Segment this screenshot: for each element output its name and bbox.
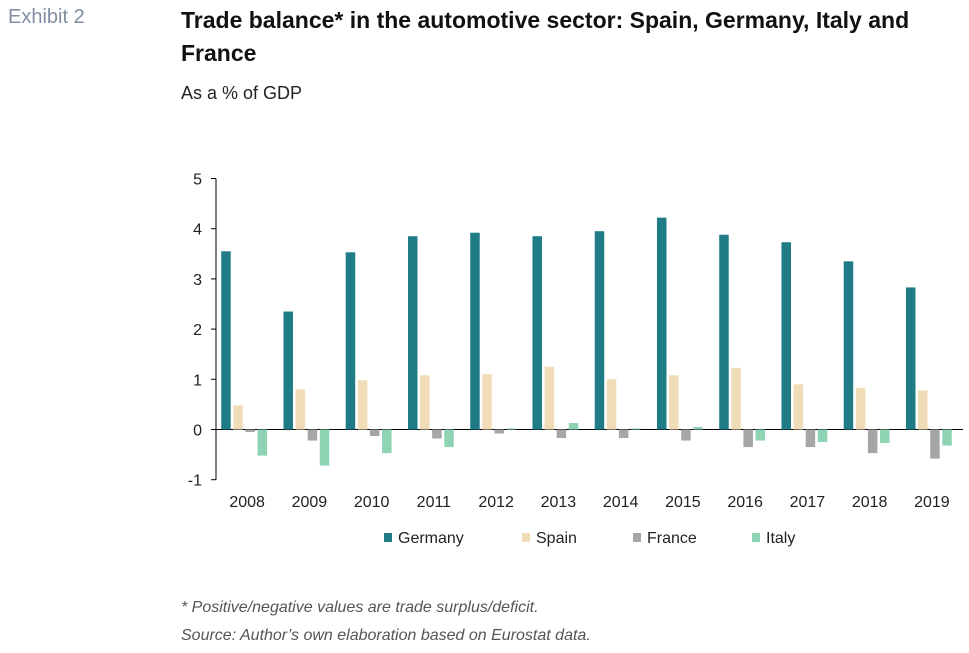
bar-germany-2011: [407, 236, 418, 430]
x-tick-label: 2011: [417, 494, 452, 511]
y-tick-label: 0: [193, 423, 202, 440]
bar-italy-2009: [319, 429, 330, 466]
bar-spain-2014: [606, 379, 617, 430]
chart-subtitle: As a % of GDP: [181, 83, 303, 103]
exhibit-label: Exhibit 2: [8, 6, 85, 28]
bar-italy-2010: [382, 429, 392, 454]
x-tick-label: 2009: [292, 494, 328, 511]
x-tick-label: 2014: [603, 494, 639, 511]
bar-germany-2008: [221, 251, 231, 430]
y-tick-label: 4: [193, 222, 202, 239]
y-tick-label: 5: [193, 172, 202, 189]
bar-france-2015: [681, 429, 691, 441]
bar-italy-2015: [693, 426, 703, 430]
bar-italy-2019: [942, 429, 952, 446]
bar-spain-2013: [544, 366, 555, 430]
bar-italy-2011: [444, 429, 454, 448]
legend-label-france: France: [647, 530, 697, 547]
bar-france-2016: [743, 429, 753, 448]
bar-france-2018: [867, 429, 878, 454]
bar-germany-2016: [719, 234, 729, 430]
bar-germany-2009: [283, 311, 293, 430]
bar-germany-2014: [594, 231, 605, 430]
y-tick-label: 3: [193, 272, 202, 289]
legend-swatch-spain: [522, 533, 530, 542]
bar-spain-2017: [793, 384, 804, 430]
bar-france-2008: [245, 429, 255, 433]
bar-spain-2010: [357, 380, 368, 430]
legend-swatch-france: [633, 533, 641, 542]
bar-germany-2010: [345, 252, 356, 430]
x-tick-label: 2010: [354, 494, 390, 511]
bar-france-2013: [556, 429, 567, 439]
bar-italy-2012: [506, 428, 517, 430]
chart-title: Trade balance* in the automotive sector:…: [181, 7, 910, 66]
x-tick-label: 2018: [852, 494, 888, 511]
bar-spain-2016: [731, 367, 741, 430]
legend-swatch-germany: [384, 533, 392, 542]
bar-italy-2008: [257, 429, 268, 456]
bar-germany-2015: [656, 217, 667, 430]
bar-spain-2008: [233, 405, 243, 430]
bar-spain-2011: [420, 375, 430, 430]
bar-spain-2012: [482, 374, 492, 430]
bar-france-2019: [930, 429, 940, 459]
legend-label-germany: Germany: [398, 530, 464, 547]
bar-germany-2012: [470, 232, 480, 430]
x-tick-label: 2017: [790, 494, 826, 511]
bar-italy-2014: [631, 428, 641, 430]
bar-italy-2016: [755, 429, 766, 441]
footnote-note: * Positive/negative values are trade sur…: [181, 599, 539, 616]
y-tick-label: 2: [193, 322, 202, 339]
x-tick-label: 2012: [478, 494, 514, 511]
x-tick-label: 2013: [541, 494, 577, 511]
bar-spain-2009: [295, 389, 306, 430]
x-tick-label: 2016: [727, 494, 763, 511]
footnote-source: Source: Author’s own elaboration based o…: [181, 627, 591, 644]
bar-germany-2013: [532, 236, 542, 430]
bar-spain-2015: [669, 375, 679, 430]
x-tick-label: 2015: [665, 494, 701, 511]
x-tick-label: 2019: [914, 494, 950, 511]
bar-france-2011: [432, 429, 442, 439]
bar-france-2009: [307, 429, 318, 441]
legend-swatch-italy: [752, 533, 760, 542]
bar-france-2014: [618, 429, 629, 439]
bar-france-2012: [494, 429, 504, 434]
bar-italy-2017: [817, 429, 828, 443]
bar-germany-2019: [905, 287, 916, 430]
x-tick-label: 2008: [229, 494, 265, 511]
bar-germany-2017: [781, 242, 791, 430]
legend-label-italy: Italy: [766, 530, 795, 547]
bar-spain-2018: [855, 387, 866, 430]
legend-label-spain: Spain: [536, 530, 577, 547]
bar-france-2010: [369, 429, 380, 437]
bar-spain-2019: [918, 390, 928, 430]
y-tick-label: 1: [193, 372, 202, 389]
y-tick-label: -1: [188, 473, 202, 490]
bar-germany-2018: [843, 261, 854, 430]
bar-france-2017: [805, 429, 816, 448]
bar-chart: -1 0 1 2 3 4 5 2008 2009 2010 2011 2012 2013 2014 2015…: [188, 172, 963, 547]
bar-italy-2018: [880, 429, 890, 444]
bar-italy-2013: [568, 422, 579, 430]
